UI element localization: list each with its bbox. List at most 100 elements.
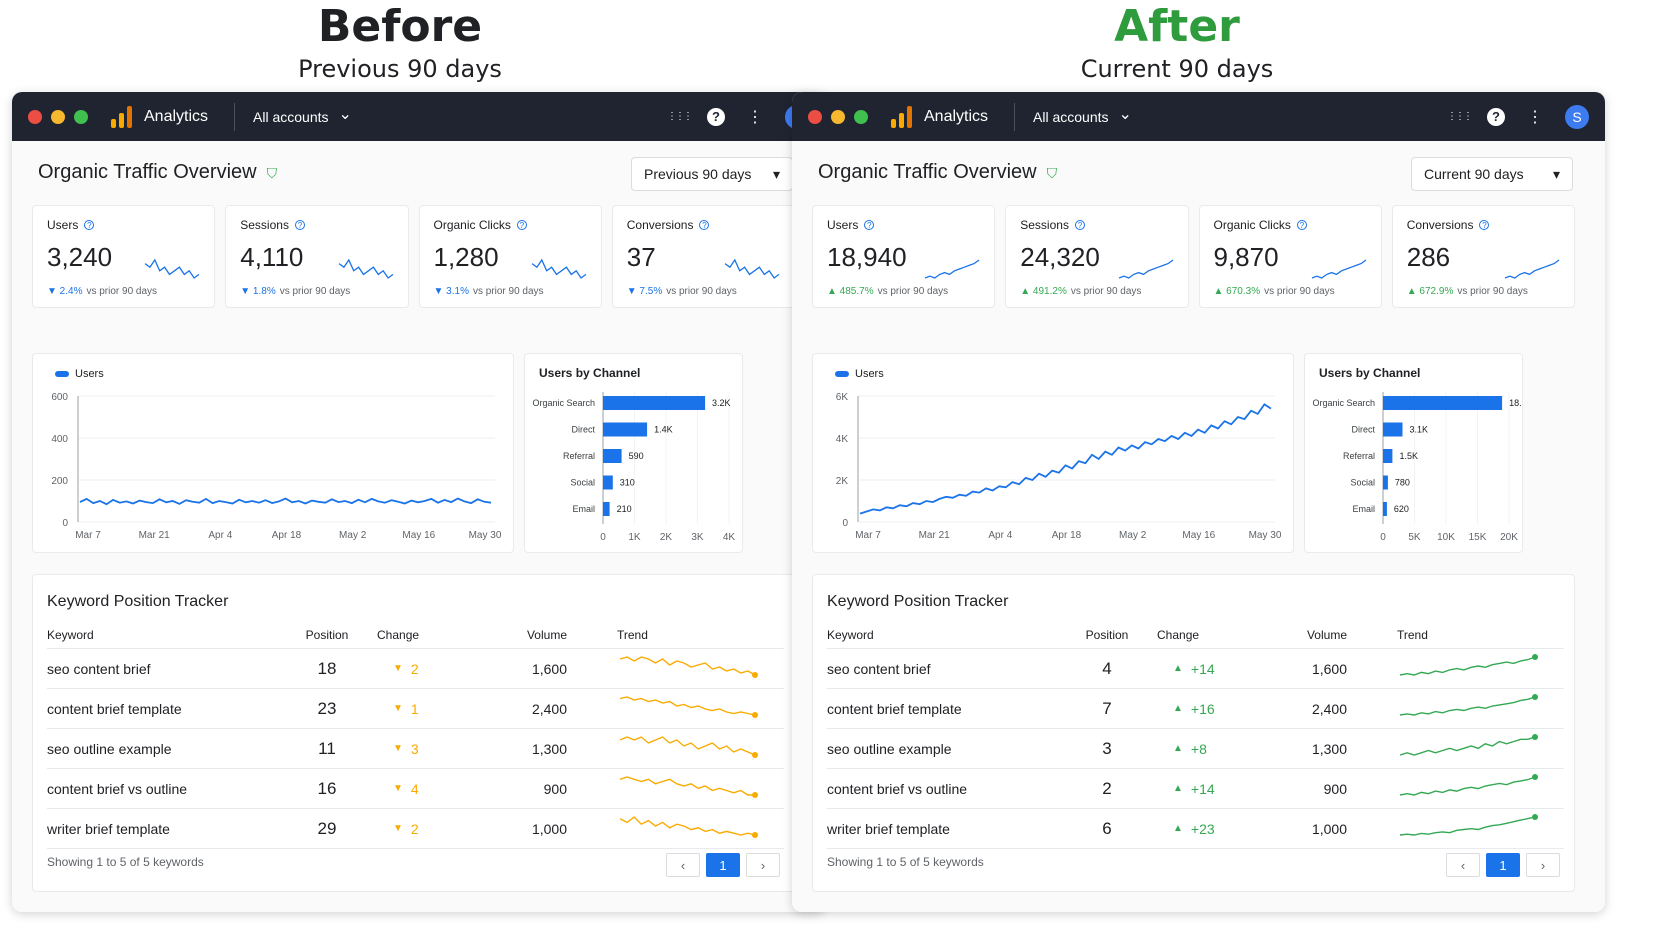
table-row[interactable]: seo outline example 3 ▲ +8 1,300	[827, 729, 1564, 769]
more-vert-icon[interactable]: ⋮	[1527, 108, 1543, 126]
page-1-button[interactable]: 1	[706, 853, 740, 877]
column-header-volume[interactable]: Volume	[1306, 627, 1347, 642]
trend-cell	[567, 694, 784, 723]
bar-category-label: Referral	[1343, 451, 1375, 461]
table-row[interactable]: content brief template 7 ▲ +16 2,400	[827, 689, 1564, 729]
table-row[interactable]: seo content brief 4 ▲ +14 1,600	[827, 649, 1564, 689]
users-by-channel-chart: Users by Channel 0 1K 2K 3K 4K Organic Search 3…	[524, 353, 743, 553]
apps-grid-icon[interactable]: ⋮⋮⋮	[667, 111, 693, 122]
column-header-change[interactable]: Change	[377, 627, 420, 642]
column-header-volume[interactable]: Volume	[526, 627, 567, 642]
arrow-down-icon: ▼	[393, 823, 403, 834]
table-row[interactable]: seo outline example 11 ▼ 3 1,300	[47, 729, 784, 769]
info-icon[interactable]: ?	[516, 220, 527, 230]
change-value: 1	[410, 700, 419, 717]
accounts-selector[interactable]: All accounts ⌄	[1033, 106, 1132, 125]
top-bar: Analytics All accounts ⌄ ⋮⋮⋮? ⋮ S	[792, 92, 1605, 141]
next-page-button[interactable]: ›	[746, 853, 780, 877]
kpi-change-suffix: vs prior 90 days	[1264, 286, 1335, 297]
prev-page-button[interactable]: ‹	[666, 853, 700, 877]
change-value: 3	[410, 740, 419, 757]
page-1-button[interactable]: 1	[1486, 853, 1520, 877]
kpi-card-organic-clicks: Organic Clicks? 9,870 ▲ 670.3% vs prior 90 …	[1198, 205, 1382, 308]
page-title-text: Organic Traffic Overview	[38, 161, 257, 183]
table-row[interactable]: writer brief template 6 ▲ +23 1,000	[827, 809, 1564, 849]
info-icon[interactable]: ?	[1479, 220, 1490, 230]
table-row[interactable]: content brief vs outline 2 ▲ +14 900	[827, 769, 1564, 809]
topbar-actions: ⋮⋮⋮?⋮S	[667, 104, 809, 129]
before-heading: Before Previous 90 days	[200, 0, 600, 84]
column-header-keyword[interactable]: Keyword	[827, 627, 874, 642]
table-row[interactable]: content brief template 23 ▼ 1 2,400	[47, 689, 784, 729]
bar-value-label: 18.9K	[1509, 398, 1522, 408]
x-tick-label: Apr 4	[208, 530, 232, 541]
column-header-keyword[interactable]: Keyword	[47, 627, 94, 642]
keyword-tracker-title: Keyword Position Tracker	[47, 593, 229, 610]
table-row[interactable]: writer brief template 29 ▼ 2 1,000	[47, 809, 784, 849]
table-row[interactable]: seo content brief 18 ▼ 2 1,600	[47, 649, 784, 689]
change-cell: ▼ 2	[377, 821, 477, 837]
line-chart-svg: 0 2K 4K 6K Mar 7 Mar 21 Apr 4 Apr 18 May 2 May 16…	[836, 392, 1282, 541]
table-footer: Showing 1 to 5 of 5 keywords	[47, 855, 204, 869]
maximize-window-dot[interactable]	[74, 109, 88, 124]
more-vert-icon[interactable]: ⋮	[747, 108, 763, 126]
verified-shield-icon: ⛉	[1046, 164, 1058, 181]
period-select[interactable]: Current 90 days ▾	[1411, 157, 1573, 191]
kpi-change-value: ▼ 2.4%	[47, 286, 83, 297]
info-icon[interactable]: ?	[699, 220, 710, 230]
pagination: ‹ 1 ›	[666, 853, 780, 877]
help-icon[interactable]: ?	[1487, 107, 1505, 126]
minimize-window-dot[interactable]	[831, 109, 845, 124]
minimize-window-dot[interactable]	[51, 109, 65, 124]
column-header-change[interactable]: Change	[1157, 627, 1200, 642]
trend-sparkline	[619, 816, 758, 838]
kpi-change: ▲ 491.2% vs prior 90 days	[1020, 286, 1141, 297]
keyword-cell: seo content brief	[47, 660, 151, 677]
arrow-down-icon: ▼	[393, 703, 403, 714]
bar-chart-title: Users by Channel	[1319, 366, 1421, 380]
apps-grid-icon[interactable]: ⋮⋮⋮	[1447, 111, 1473, 122]
close-window-dot[interactable]	[808, 109, 822, 124]
maximize-window-dot[interactable]	[854, 109, 868, 124]
bar-social	[603, 475, 613, 490]
kpi-card-sessions: Sessions? 24,320 ▲ 491.2% vs prior 90 days	[1005, 205, 1189, 308]
info-icon[interactable]: ?	[1296, 220, 1307, 230]
column-header-position[interactable]: Position	[1085, 627, 1129, 642]
info-icon[interactable]: ?	[294, 220, 305, 230]
accounts-selector[interactable]: All accounts ⌄	[253, 106, 352, 125]
bar-email	[1383, 502, 1387, 516]
close-window-dot[interactable]	[28, 109, 42, 124]
column-header-trend[interactable]: Trend	[1397, 627, 1428, 642]
position-cell: 4	[1102, 658, 1112, 678]
volume-cell: 1,000	[1311, 820, 1347, 837]
users-series-line	[79, 497, 492, 506]
help-icon[interactable]: ?	[707, 107, 725, 126]
users-line-chart: Users 0 2K 4K 6K Mar 7 Mar 21 Apr 4 Apr 18 May 2 M…	[812, 353, 1294, 553]
next-page-button[interactable]: ›	[1526, 853, 1560, 877]
period-select[interactable]: Previous 90 days ▾	[631, 157, 793, 191]
avatar[interactable]: S	[1565, 104, 1589, 129]
change-cell: ▲ +16	[1157, 701, 1257, 717]
bar-chart-title: Users by Channel	[539, 366, 641, 380]
trend-sparkline	[1399, 814, 1538, 836]
kpi-sparkline	[1118, 259, 1173, 279]
column-header-position[interactable]: Position	[305, 627, 349, 642]
trend-cell	[567, 734, 784, 763]
y-tick-label: 200	[51, 476, 68, 487]
keyword-cell: content brief template	[47, 700, 182, 717]
info-icon[interactable]: ?	[1074, 220, 1085, 230]
bar-category-label: Email	[1352, 504, 1375, 514]
info-icon[interactable]: ?	[864, 220, 875, 230]
column-header-trend[interactable]: Trend	[617, 627, 648, 642]
y-tick-label: 2K	[836, 476, 849, 487]
info-icon[interactable]: ?	[84, 220, 95, 230]
table-row[interactable]: content brief vs outline 16 ▼ 4 900	[47, 769, 784, 809]
accounts-label: All accounts	[253, 108, 329, 125]
table-header: Keyword Position Change Volume Trend	[47, 621, 784, 649]
volume-cell: 900	[1323, 780, 1347, 797]
users-series-line	[859, 403, 1272, 515]
prev-page-button[interactable]: ‹	[1446, 853, 1480, 877]
kpi-change-suffix: vs prior 90 days	[877, 286, 949, 297]
bar-referral	[1383, 449, 1393, 463]
bar-value-label: 1.4K	[654, 425, 673, 435]
